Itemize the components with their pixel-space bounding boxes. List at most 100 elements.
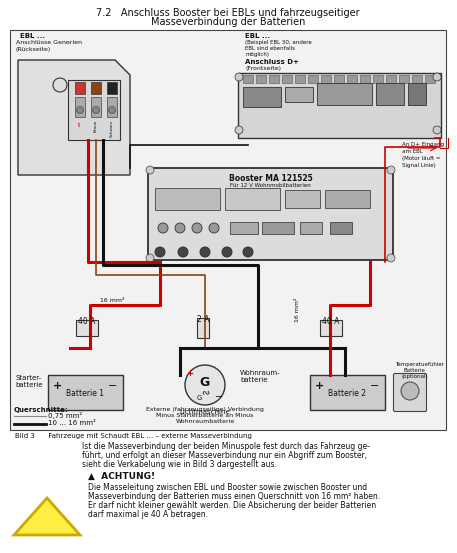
Text: Starter-
batterie: Starter- batterie [15, 375, 43, 388]
Text: +: + [53, 381, 63, 391]
FancyBboxPatch shape [330, 222, 352, 234]
Text: −: − [215, 392, 223, 402]
FancyBboxPatch shape [68, 80, 120, 140]
FancyBboxPatch shape [107, 82, 117, 94]
FancyBboxPatch shape [243, 75, 253, 83]
FancyBboxPatch shape [393, 373, 426, 411]
Text: (Frontseite): (Frontseite) [245, 66, 281, 71]
FancyBboxPatch shape [282, 75, 292, 83]
Circle shape [433, 73, 441, 81]
Text: (Beispiel EBL 30, andere: (Beispiel EBL 30, andere [245, 40, 312, 45]
Text: An D+ Eingang: An D+ Eingang [402, 142, 444, 147]
Circle shape [222, 247, 232, 257]
FancyBboxPatch shape [155, 188, 220, 210]
Text: EBL ...: EBL ... [20, 33, 45, 39]
Text: Externe (fahrzeugseitige) Verbindung: Externe (fahrzeugseitige) Verbindung [146, 407, 264, 412]
Text: (Motor läuft =: (Motor läuft = [402, 156, 441, 161]
Text: Signal Linie): Signal Linie) [402, 163, 436, 168]
FancyBboxPatch shape [48, 375, 123, 410]
Text: Anschlüsse Generien: Anschlüsse Generien [16, 40, 82, 45]
FancyBboxPatch shape [373, 75, 383, 83]
Text: Temperatuefühler: Temperatuefühler [395, 362, 444, 367]
Polygon shape [18, 60, 130, 175]
FancyBboxPatch shape [310, 375, 385, 410]
Circle shape [76, 107, 84, 113]
FancyBboxPatch shape [347, 75, 357, 83]
Text: Die Masseleitung zwischen EBL und Booster sowie zwischen Booster und: Die Masseleitung zwischen EBL und Booste… [88, 483, 367, 492]
FancyBboxPatch shape [285, 190, 320, 208]
Text: (optional): (optional) [401, 374, 428, 379]
FancyBboxPatch shape [91, 82, 101, 94]
Text: 10 ... 16 mm²: 10 ... 16 mm² [48, 420, 96, 426]
Text: ▲  ACHTUNG!: ▲ ACHTUNG! [88, 472, 155, 481]
FancyBboxPatch shape [256, 75, 266, 83]
Text: am EBL: am EBL [402, 149, 423, 154]
FancyBboxPatch shape [399, 75, 409, 83]
Text: Schwarz: Schwarz [110, 120, 114, 137]
Text: Minus Starterbatterie an Minus: Minus Starterbatterie an Minus [156, 413, 254, 418]
Circle shape [146, 166, 154, 174]
Circle shape [155, 247, 165, 257]
FancyBboxPatch shape [197, 318, 209, 338]
Text: führt, und erfolgt an dieser Masseverbindung nur ein Abgriff zum Booster,: führt, und erfolgt an dieser Masseverbin… [82, 451, 367, 460]
Text: 0,75 mm²: 0,75 mm² [48, 412, 82, 419]
FancyBboxPatch shape [376, 83, 404, 105]
Text: Bild 3      Fahrzeuge mit Schaudt EBL ... – externe Masseverbindung: Bild 3 Fahrzeuge mit Schaudt EBL ... – e… [15, 433, 252, 439]
FancyBboxPatch shape [285, 87, 313, 102]
Circle shape [185, 365, 225, 405]
Circle shape [146, 254, 154, 262]
Text: −: − [108, 381, 118, 391]
Circle shape [387, 166, 395, 174]
Circle shape [235, 73, 243, 81]
FancyBboxPatch shape [325, 190, 370, 208]
Circle shape [178, 247, 188, 257]
Text: Braun: Braun [94, 120, 98, 132]
Text: Wohnraum-
batterie: Wohnraum- batterie [240, 370, 281, 383]
Text: Er darf nicht kleiner gewählt werden. Die Absicherung der beider Batterien: Er darf nicht kleiner gewählt werden. Di… [88, 501, 376, 510]
Circle shape [108, 107, 116, 113]
Text: Batterie 2: Batterie 2 [328, 389, 366, 398]
Text: +: + [186, 368, 193, 378]
Circle shape [53, 78, 67, 92]
Text: G: G [197, 395, 202, 401]
FancyBboxPatch shape [76, 320, 98, 336]
FancyBboxPatch shape [107, 97, 117, 117]
Text: Batterie 1: Batterie 1 [66, 389, 104, 398]
Text: 7.2   Anschluss Booster bei EBLs und fahrzeugseitiger: 7.2 Anschluss Booster bei EBLs und fahrz… [96, 8, 360, 18]
FancyBboxPatch shape [225, 188, 280, 210]
Text: Batterie: Batterie [404, 368, 426, 373]
Polygon shape [14, 498, 80, 535]
FancyBboxPatch shape [425, 75, 435, 83]
FancyBboxPatch shape [10, 30, 446, 430]
Text: Booster MA 121525: Booster MA 121525 [228, 174, 313, 183]
Text: (Rückseite): (Rückseite) [16, 47, 51, 52]
Text: G: G [200, 375, 210, 389]
Text: Ist die Masseverbindung der beiden Minuspole fest durch das Fahrzeug ge-: Ist die Masseverbindung der beiden Minus… [82, 442, 370, 451]
FancyBboxPatch shape [334, 75, 344, 83]
FancyBboxPatch shape [320, 320, 342, 336]
FancyBboxPatch shape [238, 73, 441, 138]
Text: 40 A: 40 A [78, 317, 96, 326]
FancyBboxPatch shape [408, 83, 426, 105]
FancyBboxPatch shape [386, 75, 396, 83]
Circle shape [387, 254, 395, 262]
Text: Wohnraumbatterie: Wohnraumbatterie [175, 419, 234, 424]
Circle shape [433, 126, 441, 134]
Text: möglich): möglich) [245, 52, 269, 57]
Circle shape [158, 223, 168, 233]
FancyBboxPatch shape [412, 75, 422, 83]
Text: 40 A: 40 A [322, 317, 340, 326]
FancyBboxPatch shape [91, 97, 101, 117]
FancyBboxPatch shape [308, 75, 318, 83]
Text: 16 mm²: 16 mm² [295, 298, 300, 322]
Text: darf maximal je 40 A betragen.: darf maximal je 40 A betragen. [88, 510, 208, 519]
FancyBboxPatch shape [295, 75, 305, 83]
Text: EBL ...: EBL ... [245, 33, 270, 39]
FancyBboxPatch shape [243, 87, 281, 107]
Circle shape [209, 223, 219, 233]
FancyBboxPatch shape [75, 97, 85, 117]
FancyBboxPatch shape [75, 82, 85, 94]
Text: ∾: ∾ [201, 388, 209, 398]
Circle shape [192, 223, 202, 233]
FancyBboxPatch shape [300, 222, 322, 234]
